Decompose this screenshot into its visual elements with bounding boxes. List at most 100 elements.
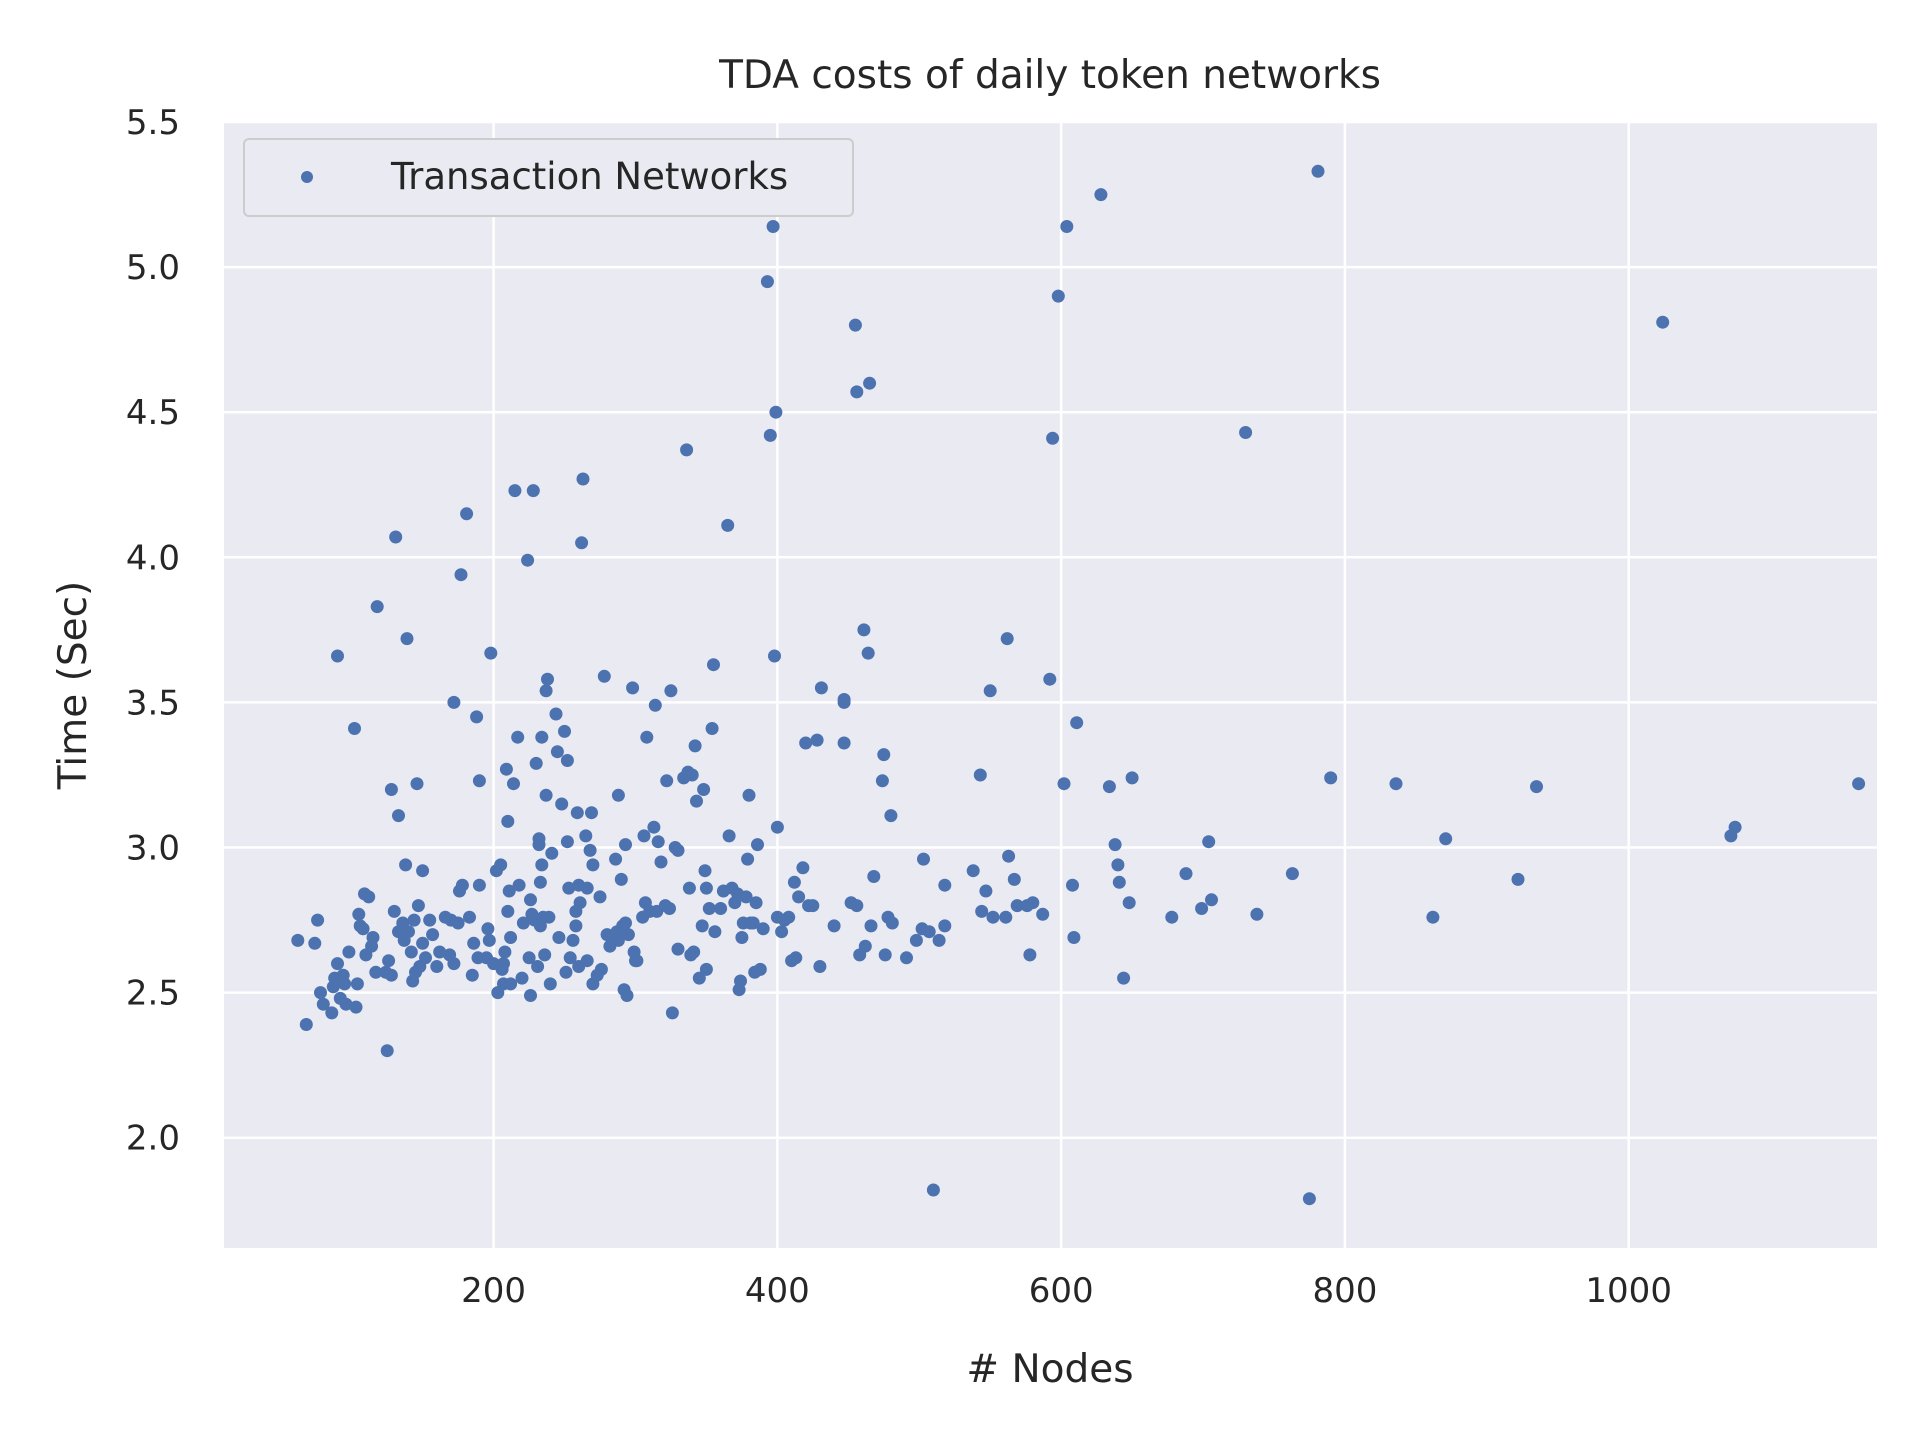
data-point xyxy=(389,530,403,544)
data-point xyxy=(331,649,344,663)
data-point xyxy=(507,777,520,791)
data-point xyxy=(472,878,486,892)
data-point xyxy=(932,933,946,947)
data-point xyxy=(470,710,484,724)
legend: Transaction Networks xyxy=(243,138,854,217)
legend-label: Transaction Networks xyxy=(390,155,788,198)
data-point xyxy=(698,864,712,878)
data-point xyxy=(721,518,735,532)
y-tick-label: 4.0 xyxy=(126,538,180,578)
data-point xyxy=(316,997,330,1011)
data-point xyxy=(1202,835,1216,849)
data-point xyxy=(472,774,486,788)
data-point xyxy=(575,536,589,550)
data-point xyxy=(787,875,801,889)
data-point xyxy=(705,722,719,735)
data-point xyxy=(552,931,566,944)
data-point xyxy=(799,736,813,750)
x-axis-label: # Nodes xyxy=(966,1347,1133,1392)
data-point xyxy=(609,852,623,866)
data-point xyxy=(1010,899,1024,913)
data-point xyxy=(370,600,384,614)
data-point xyxy=(392,809,405,823)
data-point xyxy=(1728,820,1742,834)
data-point xyxy=(291,933,305,947)
data-point xyxy=(1111,858,1125,872)
data-point xyxy=(504,931,518,944)
data-point xyxy=(404,945,418,959)
data-point xyxy=(1026,896,1040,910)
data-point xyxy=(1067,931,1081,944)
data-point xyxy=(1036,907,1050,921)
data-point xyxy=(349,1000,363,1014)
data-point xyxy=(1250,907,1264,921)
y-tick-label: 2.0 xyxy=(126,1119,180,1159)
data-point xyxy=(535,858,549,872)
data-point xyxy=(837,695,851,709)
data-point xyxy=(325,1006,339,1020)
data-point xyxy=(979,884,993,898)
data-point xyxy=(1125,771,1139,785)
data-point xyxy=(384,968,398,982)
data-point xyxy=(356,922,370,936)
data-point xyxy=(419,951,432,965)
data-point xyxy=(569,919,583,933)
data-point xyxy=(1094,188,1108,202)
data-point xyxy=(416,936,430,950)
data-point xyxy=(692,971,706,985)
data-point xyxy=(447,957,461,971)
data-point xyxy=(848,318,862,332)
x-tick-label: 600 xyxy=(1029,1271,1094,1311)
data-point xyxy=(433,945,447,959)
data-point xyxy=(648,698,662,712)
data-point xyxy=(350,977,364,991)
data-point xyxy=(538,948,552,962)
data-point xyxy=(688,739,702,753)
data-point xyxy=(1285,867,1299,881)
data-point xyxy=(522,951,536,965)
data-point xyxy=(430,960,444,973)
data-point xyxy=(463,910,476,924)
data-point xyxy=(654,855,668,869)
data-point xyxy=(742,788,756,802)
data-point xyxy=(660,774,674,788)
data-point xyxy=(626,681,640,695)
data-point xyxy=(708,925,722,939)
data-point xyxy=(611,788,625,802)
data-point xyxy=(714,902,728,915)
data-point xyxy=(975,904,989,918)
data-point xyxy=(1117,971,1131,985)
data-point xyxy=(630,954,644,968)
data-point xyxy=(559,965,573,979)
data-point xyxy=(909,933,923,947)
data-point xyxy=(768,649,781,663)
data-point xyxy=(864,919,878,933)
data-point xyxy=(502,884,516,898)
data-point xyxy=(796,861,810,875)
data-point xyxy=(352,907,366,921)
data-point xyxy=(665,1006,679,1020)
data-point xyxy=(1324,771,1338,785)
data-point xyxy=(1102,780,1116,794)
data-point xyxy=(512,878,526,892)
data-point xyxy=(541,672,554,686)
data-point xyxy=(814,681,828,695)
data-point xyxy=(722,829,736,843)
y-tick-label: 4.5 xyxy=(126,393,180,433)
data-point xyxy=(1122,896,1136,910)
data-point xyxy=(579,829,593,843)
data-point xyxy=(1179,867,1193,881)
data-point xyxy=(651,835,665,849)
data-point xyxy=(348,722,361,735)
data-point xyxy=(789,951,803,965)
x-tick-label: 800 xyxy=(1312,1271,1377,1311)
data-point xyxy=(707,658,720,672)
data-point xyxy=(526,484,540,498)
data-point xyxy=(746,916,760,930)
data-point xyxy=(682,881,696,895)
data-point xyxy=(806,899,820,913)
data-point xyxy=(369,965,383,979)
data-point xyxy=(922,925,936,939)
data-point xyxy=(497,957,510,971)
